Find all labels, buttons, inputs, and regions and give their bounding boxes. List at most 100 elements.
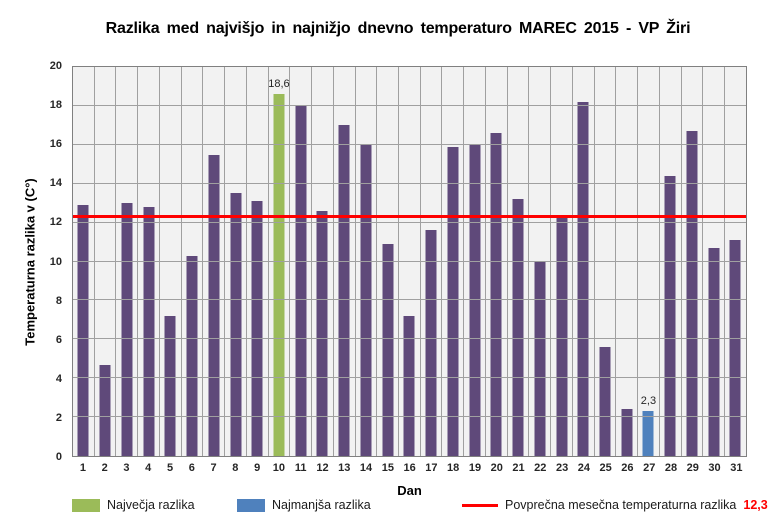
bar-value-label-27: 2,3 — [640, 395, 657, 408]
bar-slot-12 — [312, 67, 334, 456]
max-difference-swatch — [72, 498, 100, 512]
bar-slot-19 — [464, 67, 486, 456]
bar-slot-4 — [138, 67, 160, 456]
bar-slot-9 — [247, 67, 269, 456]
legend-label-average: Povprečna mesečna temperaturna razlika — [505, 498, 737, 512]
x-axis-ticks: 1 2 3 4 5 6 7 8 9 10 11 12 13 14 15 16 17 18 19 20 21 22 23 24 2… — [72, 462, 747, 474]
bar-day-17 — [425, 230, 437, 456]
bar-day-3 — [121, 203, 133, 456]
bar-day-28 — [664, 175, 676, 456]
bar-slot-26 — [616, 67, 639, 456]
y-tick-label-20: 20 — [49, 60, 62, 72]
bar-slot-15 — [377, 67, 400, 456]
bar-day-31 — [729, 240, 741, 456]
gridline-y-2 — [73, 416, 746, 418]
bar-day-16 — [403, 315, 415, 456]
x-tick-label-3: 3 — [123, 462, 130, 474]
x-tick-label-18: 18 — [447, 462, 460, 474]
y-tick-label-8: 8 — [55, 294, 62, 307]
bar-slot-6 — [182, 67, 204, 456]
x-tick-label-24: 24 — [577, 462, 590, 474]
bar-value-label-10: 18,6 — [268, 78, 290, 91]
x-tick-label-16: 16 — [403, 462, 416, 474]
x-tick-label-5: 5 — [166, 462, 174, 474]
x-tick-label-9: 9 — [254, 462, 261, 474]
bar-day-22 — [534, 261, 546, 456]
legend-item-max: Največja razlika — [72, 496, 195, 514]
legend-item-average: Povprečna mesečna temperaturna razlika 1… — [462, 496, 770, 514]
x-tick-label-27: 27 — [643, 462, 656, 474]
bar-slot-24 — [573, 67, 595, 456]
x-tick-label-23: 23 — [555, 462, 569, 474]
bar-day-13 — [338, 125, 350, 456]
x-tick-label-14: 14 — [359, 462, 373, 474]
bar-slot-25 — [595, 67, 617, 456]
bar-day-12 — [316, 210, 328, 456]
y-tick-label-14: 14 — [49, 177, 62, 190]
bar-slot-23 — [551, 67, 573, 456]
gridline-y-14 — [73, 182, 746, 184]
bar-day-23 — [556, 214, 568, 456]
x-tick-label-1: 1 — [79, 462, 86, 474]
x-tick-label-26: 26 — [621, 462, 634, 474]
y-tick-label-0: 0 — [55, 451, 62, 463]
bar-day-4 — [143, 207, 155, 456]
legend-label-max: Največja razlika — [107, 498, 195, 512]
bar-day-19 — [469, 144, 481, 456]
x-tick-label-21: 21 — [512, 462, 525, 474]
gridline-y-4 — [73, 377, 746, 379]
y-tick-label-16: 16 — [49, 138, 62, 151]
y-tick-label-4: 4 — [55, 372, 62, 385]
x-tick-label-17: 17 — [425, 462, 438, 474]
x-tick-label-30: 30 — [708, 462, 721, 474]
bar-day-15 — [382, 244, 394, 456]
x-tick-label-12: 12 — [316, 462, 329, 474]
bar-slot-18 — [442, 67, 465, 456]
gridline-y-6 — [73, 338, 746, 340]
gridline-y-8 — [73, 299, 746, 301]
bar-day-29 — [686, 131, 698, 456]
x-tick-label-22: 22 — [534, 462, 547, 474]
x-tick-label-7: 7 — [210, 462, 217, 474]
bar-day-26 — [621, 409, 633, 456]
bar-slot-29 — [682, 67, 704, 456]
bar-day-8 — [230, 193, 241, 456]
y-tick-label-2: 2 — [55, 411, 62, 424]
x-tick-label-2: 2 — [101, 462, 108, 474]
x-tick-label-31: 31 — [730, 462, 743, 474]
x-tick-label-10: 10 — [272, 462, 286, 474]
bar-slot-16 — [399, 67, 421, 456]
x-tick-label-29: 29 — [686, 462, 699, 474]
y-tick-label-10: 10 — [49, 255, 62, 268]
x-tick-label-4: 4 — [145, 462, 152, 474]
x-tick-label-15: 15 — [381, 462, 394, 474]
bar-day-10 — [273, 94, 285, 456]
bar-slot-21 — [508, 67, 530, 456]
bar-day-25 — [599, 347, 611, 456]
bar-day-20 — [490, 133, 502, 456]
min-difference-swatch — [237, 498, 265, 512]
bar-slot-5 — [160, 67, 182, 456]
x-tick-label-13: 13 — [338, 462, 351, 474]
bar-slot-11 — [290, 67, 313, 456]
bar-day-5 — [164, 315, 176, 456]
bar-day-2 — [99, 364, 111, 456]
bar-slot-30 — [703, 67, 726, 456]
bar-slot-14 — [356, 67, 378, 456]
bar-day-21 — [512, 199, 524, 456]
bar-day-1 — [77, 205, 89, 456]
bar-slot-28 — [660, 67, 682, 456]
bar-day-9 — [251, 201, 263, 456]
bar-day-18 — [447, 146, 459, 456]
bar-slot-20 — [486, 67, 508, 456]
bar-slot-2 — [95, 67, 117, 456]
bar-slot-7 — [203, 67, 226, 456]
bar-slot-22 — [529, 67, 552, 456]
bar-slot-31 — [725, 67, 746, 456]
x-tick-label-19: 19 — [468, 462, 482, 474]
bar-day-24 — [577, 102, 589, 456]
chart-title: Razlika med najvišjo in najnižjo dnevno … — [105, 20, 691, 37]
bar-slot-27: 2,3 — [638, 67, 660, 456]
bar-day-30 — [708, 247, 720, 456]
